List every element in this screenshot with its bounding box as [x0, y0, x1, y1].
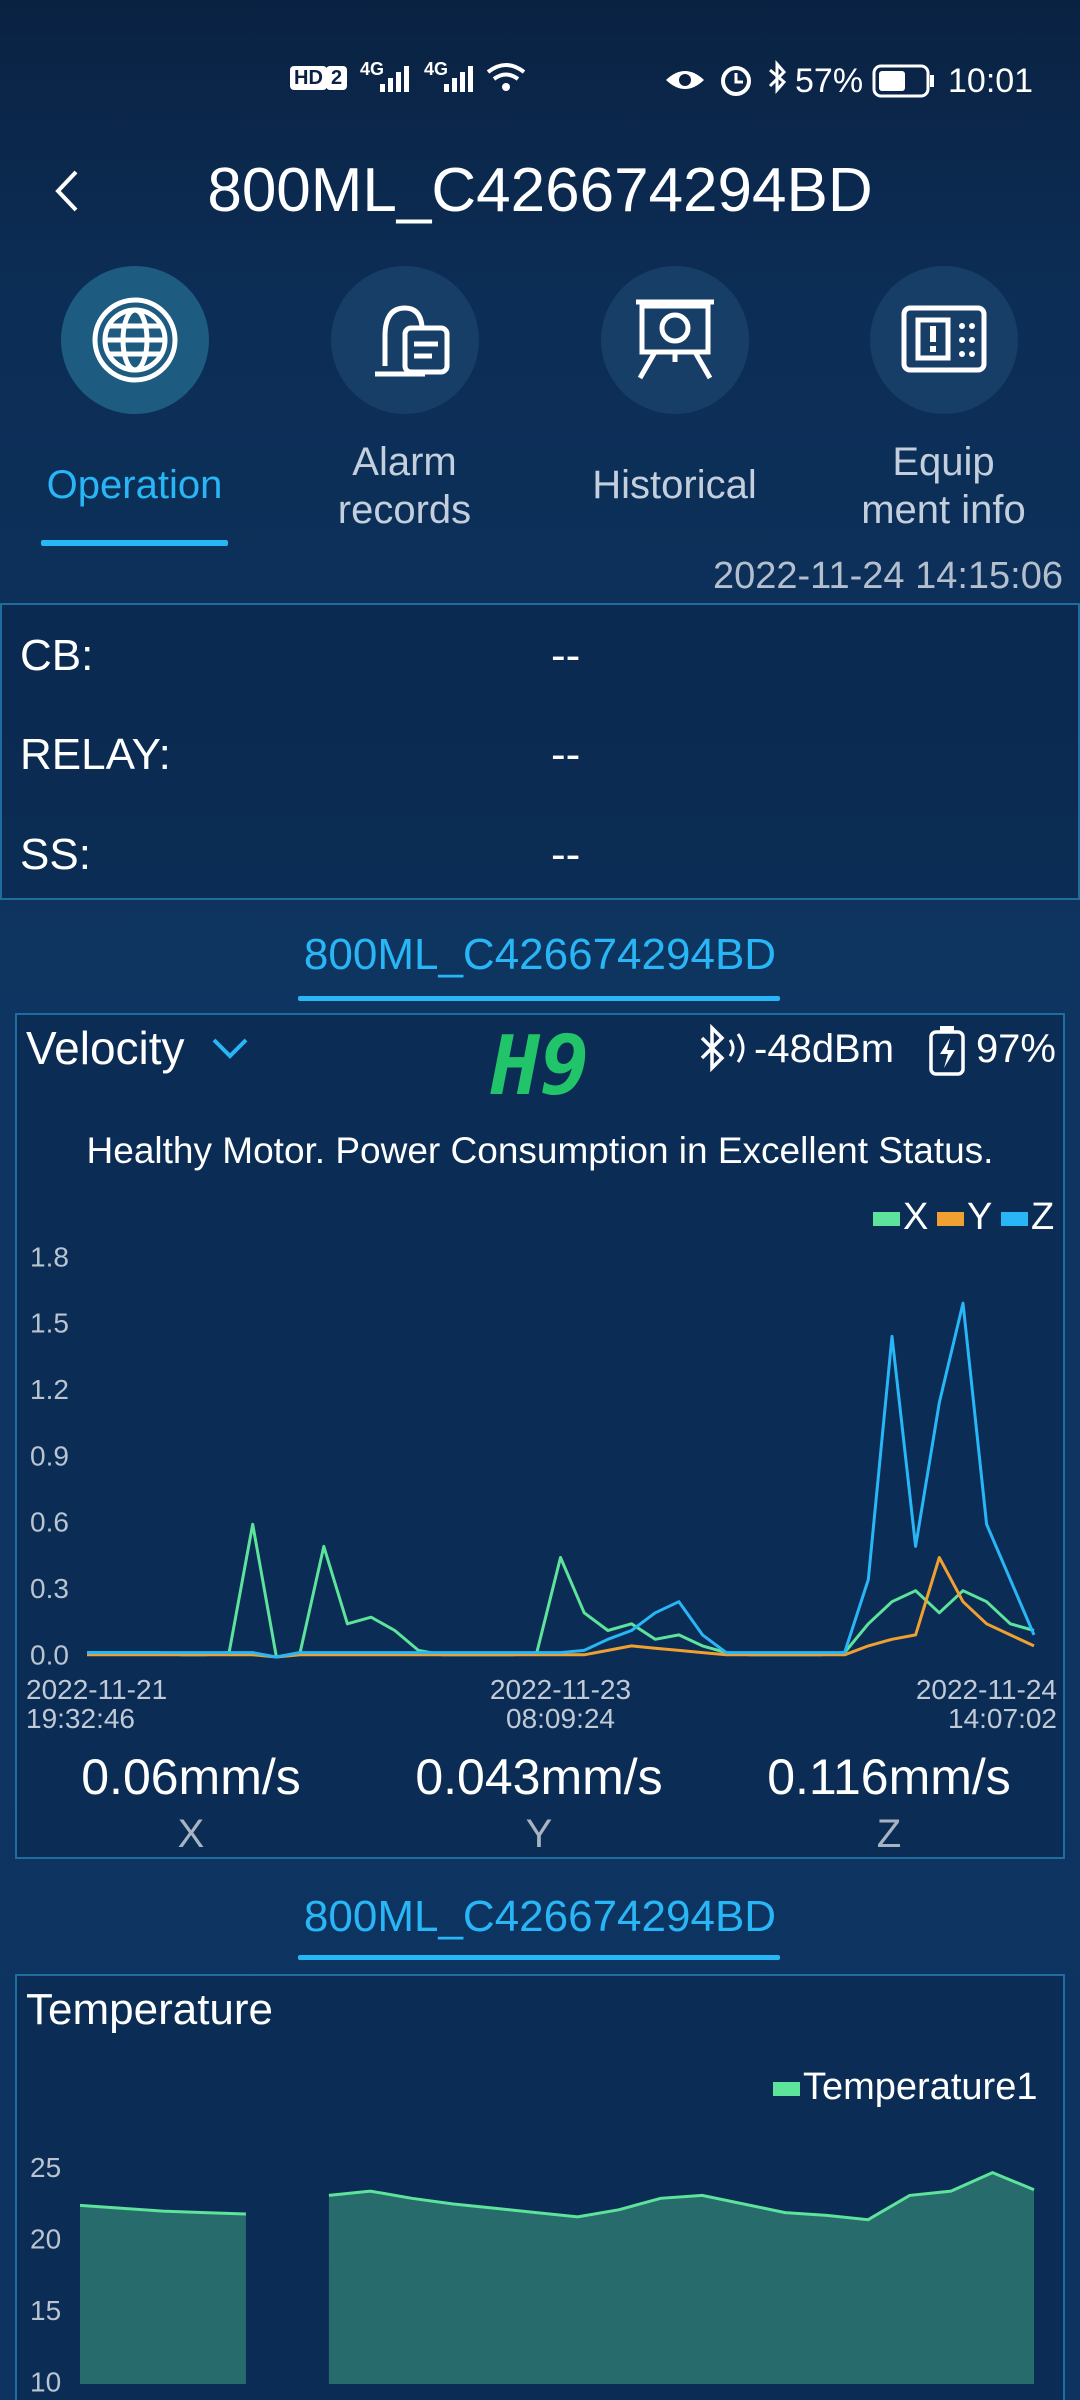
x-tick-label: 2022-11-21 19:32:46 [26, 1674, 168, 1734]
x-tick-label: 2022-11-23 08:09:24 [489, 1674, 632, 1734]
back-button[interactable] [48, 166, 88, 216]
legend-label: X [903, 1196, 928, 1238]
y-tick-label: 1.2 [30, 1374, 69, 1405]
y-tick-label: 0.9 [30, 1440, 69, 1471]
series-line [87, 1301, 1036, 1659]
network-type: 4G [424, 59, 449, 79]
chart-title: Temperature [26, 1985, 274, 2034]
y-tick-label: 0.0 [30, 1639, 69, 1670]
series-line [87, 1556, 1035, 1659]
tab-label[interactable]: Historical [592, 463, 757, 507]
battery-icon [929, 1026, 965, 1076]
status-icons [380, 63, 526, 92]
timestamp: 2022-11-24 14:15:06 [712, 555, 1063, 597]
signal-strength: -48dBm [754, 1027, 895, 1071]
page-title: 800ML_C426674294BD [207, 156, 873, 225]
status-label: RELAY: [20, 730, 171, 779]
status-icons [666, 60, 787, 96]
status-label: CB: [20, 631, 94, 680]
x-tick-label: 2022-11-24 14:07:02 [915, 1674, 1057, 1734]
network-type: 4G [360, 59, 385, 79]
battery-level: 57% [795, 62, 864, 100]
legend-label: Y [967, 1196, 992, 1238]
title-underline [298, 1955, 780, 1960]
reading-axis: Y [525, 1812, 553, 1856]
network-badge: HD [290, 66, 327, 90]
mode-selector[interactable]: Velocity [26, 1022, 185, 1074]
reading-value: 0.043mm/s [415, 1749, 663, 1805]
reading-value: 0.06mm/s [81, 1749, 301, 1805]
y-tick-label: 1.5 [30, 1308, 69, 1339]
velocity-panel [15, 1013, 1065, 1859]
title-underline [298, 996, 780, 1001]
health-code: H9 [490, 1019, 590, 1114]
series-line [79, 2170, 1035, 2222]
series-line [87, 1522, 1035, 1659]
status-label: SS: [20, 830, 91, 879]
temperature-panel [15, 1974, 1065, 2400]
legend-swatch [873, 1212, 900, 1226]
tab-indicator [41, 540, 228, 546]
signal-icon [700, 1024, 745, 1073]
y-tick-label: 10 [30, 2366, 61, 2397]
y-tick-label: 1.8 [30, 1241, 69, 1272]
legend-label: Temperature1 [803, 2066, 1037, 2108]
y-tick-label: 20 [30, 2224, 61, 2255]
health-message: Healthy Motor. Power Consumption in Exce… [86, 1130, 994, 1171]
legend-swatch [1001, 1212, 1028, 1226]
dropdown-chevron[interactable] [210, 1036, 250, 1060]
tab-label[interactable]: Equip ment info [861, 440, 1026, 532]
clock: 10:01 [948, 62, 1034, 100]
reading-axis: X [177, 1812, 205, 1856]
legend-swatch [773, 2082, 800, 2096]
battery-icon [872, 64, 934, 98]
reading-value: 0.116mm/s [767, 1749, 1011, 1805]
tab-label[interactable]: Alarm records [337, 440, 472, 532]
status-panel [0, 603, 1080, 900]
tab-label[interactable]: Operation [46, 463, 223, 507]
legend-swatch [937, 1212, 964, 1226]
y-tick-label: 15 [30, 2295, 61, 2326]
y-tick-label: 25 [30, 2152, 61, 2183]
tab-icons [92, 297, 987, 383]
network-badge: 2 [326, 66, 348, 90]
status-value: -- [551, 730, 581, 779]
tab-icon[interactable] [870, 266, 1018, 414]
device-title: 800ML_C426674294BD [303, 1892, 777, 1941]
legend-label: Z [1031, 1196, 1054, 1238]
series-area [80, 2172, 1034, 2384]
y-tick-label: 0.3 [30, 1573, 69, 1604]
reading-axis: Z [876, 1812, 902, 1856]
status-value: -- [551, 631, 581, 680]
sensor-battery: 97% [975, 1027, 1056, 1071]
status-value: -- [551, 830, 581, 879]
y-tick-label: 0.6 [30, 1507, 69, 1538]
device-title: 800ML_C426674294BD [303, 930, 777, 979]
